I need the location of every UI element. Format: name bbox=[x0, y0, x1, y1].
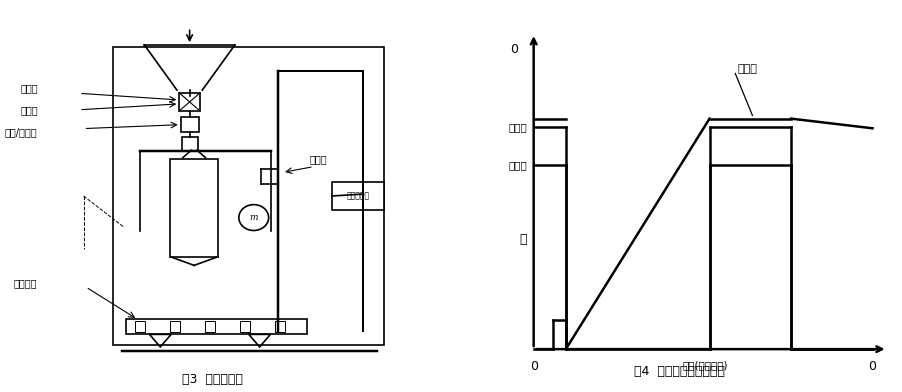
Text: －: － bbox=[520, 233, 527, 246]
Text: 小进料: 小进料 bbox=[508, 122, 527, 132]
Text: 采样口: 采样口 bbox=[20, 105, 38, 116]
Text: 充气/除尘口: 充气/除尘口 bbox=[5, 127, 37, 137]
Bar bbox=[181, 137, 198, 151]
Bar bbox=[135, 321, 145, 332]
Text: 升降架: 升降架 bbox=[308, 154, 327, 164]
Text: 进料阀: 进料阀 bbox=[20, 83, 38, 93]
Text: 称重控制器: 称重控制器 bbox=[345, 192, 369, 200]
Bar bbox=[332, 182, 383, 210]
Bar bbox=[170, 321, 180, 332]
Text: 0: 0 bbox=[868, 360, 876, 374]
Text: 设定值: 设定值 bbox=[737, 64, 757, 74]
Text: 0: 0 bbox=[529, 360, 537, 374]
Bar bbox=[180, 117, 198, 132]
Bar bbox=[126, 319, 307, 334]
Bar bbox=[179, 93, 199, 111]
Bar bbox=[206, 321, 216, 332]
Bar bbox=[170, 159, 217, 257]
Bar bbox=[240, 321, 250, 332]
Text: m: m bbox=[249, 213, 258, 222]
Text: 0: 0 bbox=[510, 43, 518, 56]
Bar bbox=[113, 47, 383, 345]
Circle shape bbox=[239, 205, 269, 230]
Text: 图3  控制示意图: 图3 控制示意图 bbox=[181, 373, 243, 386]
Text: 大进料: 大进料 bbox=[508, 160, 527, 171]
Text: 流量(去皮重量): 流量(去皮重量) bbox=[682, 360, 727, 370]
Text: 称重平台: 称重平台 bbox=[14, 278, 37, 288]
Bar bbox=[275, 321, 285, 332]
Text: 图4  称量过程的动态曲线: 图4 称量过程的动态曲线 bbox=[633, 365, 724, 378]
